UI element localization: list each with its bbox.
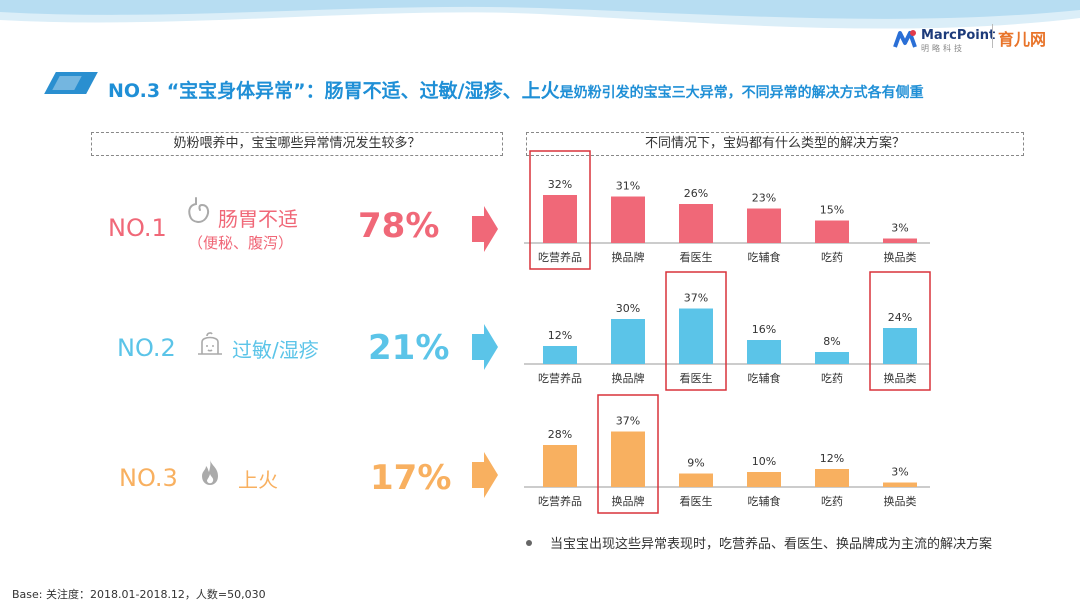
fire-icon xyxy=(202,460,218,485)
chart-highlight-box xyxy=(597,394,659,514)
chart-tick-label: 吃药 xyxy=(821,372,843,385)
incidence-percent: 21% xyxy=(368,328,450,368)
chart-bar xyxy=(543,346,577,364)
chart-value-label: 26% xyxy=(684,187,708,200)
chart-bar xyxy=(679,308,713,364)
arrow-right-icon xyxy=(472,452,498,498)
chart-tick-label: 换品牌 xyxy=(612,250,645,264)
chart-bar xyxy=(815,352,849,364)
title-rest: 是奶粉引发的宝宝三大异常，不同异常的解决方式各有侧重 xyxy=(559,85,924,101)
chart-value-label: 9% xyxy=(687,457,704,470)
chart-bar xyxy=(747,472,781,487)
chart-tick-label: 换品类 xyxy=(884,494,917,508)
chart-bar xyxy=(883,238,917,243)
chart-bar xyxy=(747,340,781,364)
chart-tick-label: 换品牌 xyxy=(612,494,645,508)
chart-tick-label: 吃辅食 xyxy=(748,250,781,264)
chart-tick-label: 换品牌 xyxy=(612,371,645,385)
rank-label: NO.3 xyxy=(119,464,178,492)
issue-label: 肠胃不适 xyxy=(218,207,298,231)
rank-label: NO.1 xyxy=(108,214,167,242)
arrow-right-icon xyxy=(472,324,498,370)
chart-tick-label: 吃药 xyxy=(821,251,843,264)
chart-value-label: 31% xyxy=(616,180,640,193)
brand-sub: 明略科技 xyxy=(921,44,965,53)
logo-divider xyxy=(992,24,993,48)
chart-value-label: 12% xyxy=(820,452,844,465)
question-left: 奶粉喂养中，宝宝哪些异常情况发生较多？ xyxy=(91,132,503,156)
chart-tick-label: 看医生 xyxy=(680,371,713,385)
chart-bar xyxy=(679,204,713,243)
chart-value-label: 8% xyxy=(823,335,840,348)
title-main: NO.3 “宝宝身体异常”：肠胃不适、过敏/湿疹、上火 xyxy=(108,80,560,102)
chart-bar xyxy=(679,473,713,487)
chart-tick-label: 吃营养品 xyxy=(538,371,582,385)
chart-value-label: 28% xyxy=(548,428,572,441)
chart-bar xyxy=(815,220,849,243)
chart-tick-label: 吃辅食 xyxy=(748,494,781,508)
marcpoint-logo-mark xyxy=(893,30,917,48)
stomach-icon xyxy=(188,197,210,223)
chart-value-label: 16% xyxy=(752,323,776,336)
chart-bar xyxy=(611,431,645,487)
summary-text: 当宝宝出现这些异常表现时，吃营养品、看医生、换品牌成为主流的解决方案 xyxy=(550,537,993,552)
chart-tick-label: 换品类 xyxy=(884,371,917,385)
question-right: 不同情况下，宝妈都有什么类型的解决方案？ xyxy=(526,132,1024,156)
rank-label: NO.2 xyxy=(117,334,176,362)
incidence-percent: 78% xyxy=(358,206,440,246)
yuer-logo: 育儿网 xyxy=(998,26,1046,50)
partner-name: 育儿网 xyxy=(998,30,1047,49)
bullet-icon xyxy=(526,539,532,546)
arrow-right-icon xyxy=(472,206,498,252)
baby-face-icon xyxy=(198,332,222,355)
chart-value-label: 37% xyxy=(684,292,708,305)
chart-highlight-box xyxy=(529,150,591,270)
chart-value-label: 37% xyxy=(616,415,640,428)
chart-highlight-box xyxy=(665,271,727,391)
chart-value-label: 24% xyxy=(888,311,912,324)
chart-value-label: 30% xyxy=(616,302,640,315)
marcpoint-logo: MarcPoint 明略科技 xyxy=(893,24,995,54)
issue-sub-label: （便秘、腹泻） xyxy=(188,234,294,252)
chart-bar xyxy=(883,482,917,487)
chart-tick-label: 看医生 xyxy=(680,494,713,508)
chart-bar xyxy=(611,319,645,364)
summary-note: 当宝宝出现这些异常表现时，吃营养品、看医生、换品牌成为主流的解决方案 xyxy=(526,533,992,552)
incidence-percent: 17% xyxy=(370,458,452,498)
chart-value-label: 15% xyxy=(820,204,844,217)
chart-bar xyxy=(611,196,645,243)
chart-tick-label: 吃营养品 xyxy=(538,494,582,508)
chart-value-label: 3% xyxy=(891,466,908,479)
brand-name: MarcPoint xyxy=(921,28,996,43)
chart-bar xyxy=(543,445,577,487)
chart-tick-label: 换品类 xyxy=(884,250,917,264)
chart-value-label: 3% xyxy=(891,222,908,235)
chart-value-label: 23% xyxy=(752,192,776,205)
chart-tick-label: 吃辅食 xyxy=(748,371,781,385)
chart-bar xyxy=(815,469,849,487)
chart-bar xyxy=(747,208,781,243)
chart-highlight-box xyxy=(869,271,931,391)
base-footnote: Base: 关注度：2018.01-2018.12，人数=50,030 xyxy=(12,588,266,601)
chart-tick-label: 吃药 xyxy=(821,495,843,508)
page-title: NO.3 “宝宝身体异常”：肠胃不适、过敏/湿疹、上火是奶粉引发的宝宝三大异常，… xyxy=(108,76,924,103)
issue-label: 上火 xyxy=(238,468,278,492)
chart-tick-label: 吃营养品 xyxy=(538,250,582,264)
chart-bar xyxy=(543,195,577,243)
chart-tick-label: 看医生 xyxy=(680,250,713,264)
chart-value-label: 32% xyxy=(548,178,572,191)
chart-bar xyxy=(883,328,917,364)
issue-label: 过敏/湿疹 xyxy=(232,338,319,362)
chart-value-label: 12% xyxy=(548,329,572,342)
header-wave xyxy=(0,0,1080,29)
chart-value-label: 10% xyxy=(752,455,776,468)
